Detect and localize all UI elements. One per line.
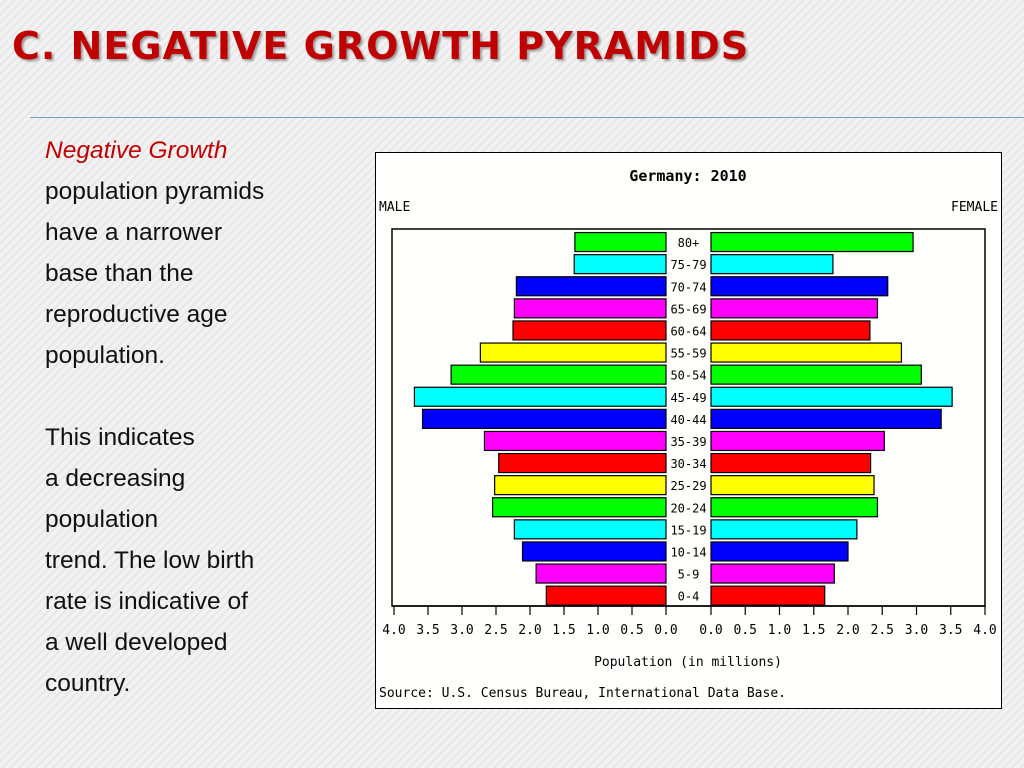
bar-female-15-19 [710,519,858,540]
bar-female-5-9 [710,563,835,584]
paragraph-gap [45,376,355,417]
age-group-label: 45-49 [670,391,706,405]
bar-female-30-34 [710,452,872,474]
age-group-label: 50-54 [670,369,706,383]
bar-female-0-4 [710,585,826,606]
bar-female-55-59 [710,342,903,363]
male-label: MALE [379,200,410,215]
age-group-label: 75-79 [670,258,706,272]
x-tick-label-female: 1.5 [802,623,825,638]
bar-female-35-39 [710,430,885,452]
bar-male-30-34 [498,452,667,474]
bar-male-60-64 [512,320,667,341]
body-line: population. [45,342,165,369]
bar-male-40-44 [421,408,667,429]
bar-male-5-9 [535,563,667,584]
body-line: population pyramids [45,178,265,205]
x-tick-label-male: 3.5 [416,623,439,638]
bar-male-70-74 [515,276,667,297]
bar-female-25-29 [710,475,875,496]
title-divider [30,117,1024,118]
age-group-label: 55-59 [670,347,706,361]
bar-male-0-4 [545,585,667,606]
slide-title: C. NEGATIVE GROWTH PYRAMIDS [12,24,750,68]
age-group-label: 25-29 [670,479,706,493]
body-line: a decreasing [45,465,186,492]
x-tick-label-female: 3.5 [939,623,962,638]
age-group-label: 0-4 [678,590,700,604]
population-pyramid-chart: Germany: 2010 MALE FEMALE 80+ 75-79 70-74 6… [375,152,1002,709]
age-group-label: 40-44 [670,413,706,427]
bar-female-20-24 [710,497,879,518]
age-group-label: 70-74 [670,280,706,294]
body-line: a well developed [45,629,228,656]
x-tick-label-female: 0.5 [734,623,757,638]
x-tick-label-male: 0.5 [620,623,643,638]
body-line: This indicates [45,424,195,451]
x-tick-label-male: 2.5 [484,623,507,638]
bar-male-20-24 [491,497,667,518]
bar-female-60-64 [710,320,871,341]
body-line: country. [45,670,131,697]
bar-female-45-49 [710,386,953,407]
x-tick-label-female: 0.0 [699,623,722,638]
highlight-phrase: Negative Growth [45,137,228,164]
x-axis-label: Population (in millions) [594,655,782,670]
age-group-label: 10-14 [670,545,706,559]
bar-male-55-59 [479,342,667,363]
x-tick-label-male: 1.0 [586,623,609,638]
chart-title: Germany: 2010 [629,167,746,185]
age-group-label: 5-9 [678,568,700,582]
bar-male-10-14 [521,541,667,562]
bar-male-35-39 [483,430,667,452]
bar-female-40-44 [710,408,942,429]
bar-male-80+ [574,231,667,253]
bar-female-50-54 [710,364,922,385]
body-line: trend. The low birth [45,547,255,574]
age-group-label: 60-64 [670,324,706,338]
female-label: FEMALE [951,200,998,215]
x-tick-label-male: 4.0 [382,623,405,638]
bar-male-25-29 [494,475,667,496]
bar-male-50-54 [450,364,667,385]
body-line: rate is indicative of [45,588,248,615]
bar-male-65-69 [513,298,667,319]
x-tick-label-female: 2.5 [871,623,894,638]
bar-male-75-79 [573,254,667,275]
x-tick-label-female: 3.0 [905,623,928,638]
age-group-label: 80+ [678,236,700,250]
bar-female-10-14 [710,541,849,562]
x-tick-label-male: 3.0 [450,623,473,638]
x-tick-label-male: 0.0 [654,623,677,638]
age-group-label: 35-39 [670,435,706,449]
pyramid-svg: Germany: 2010 MALE FEMALE 80+ 75-79 70-74 6… [379,167,998,701]
bar-female-65-69 [710,298,879,319]
bar-female-70-74 [710,276,889,297]
age-group-label: 30-34 [670,457,706,471]
x-tick-label-female: 2.0 [836,623,859,638]
bar-female-75-79 [710,254,834,275]
body-line: population [45,506,159,533]
body-line: reproductive age [45,301,228,328]
bar-male-15-19 [513,519,667,540]
x-tick-label-male: 2.0 [518,623,541,638]
age-group-label: 20-24 [670,501,706,515]
body-text: Negative Growth population pyramids have… [45,130,355,704]
age-group-label: 15-19 [670,523,706,537]
bar-female-80+ [710,231,914,253]
body-line: base than the [45,260,194,287]
source-note: Source: U.S. Census Bureau, Internationa… [379,686,786,701]
x-tick-label-female: 1.0 [768,623,791,638]
x-tick-label-female: 4.0 [973,623,996,638]
age-group-label: 65-69 [670,302,706,316]
x-tick-label-male: 1.5 [552,623,575,638]
body-line: have a narrower [45,219,223,246]
bar-male-45-49 [413,386,667,407]
